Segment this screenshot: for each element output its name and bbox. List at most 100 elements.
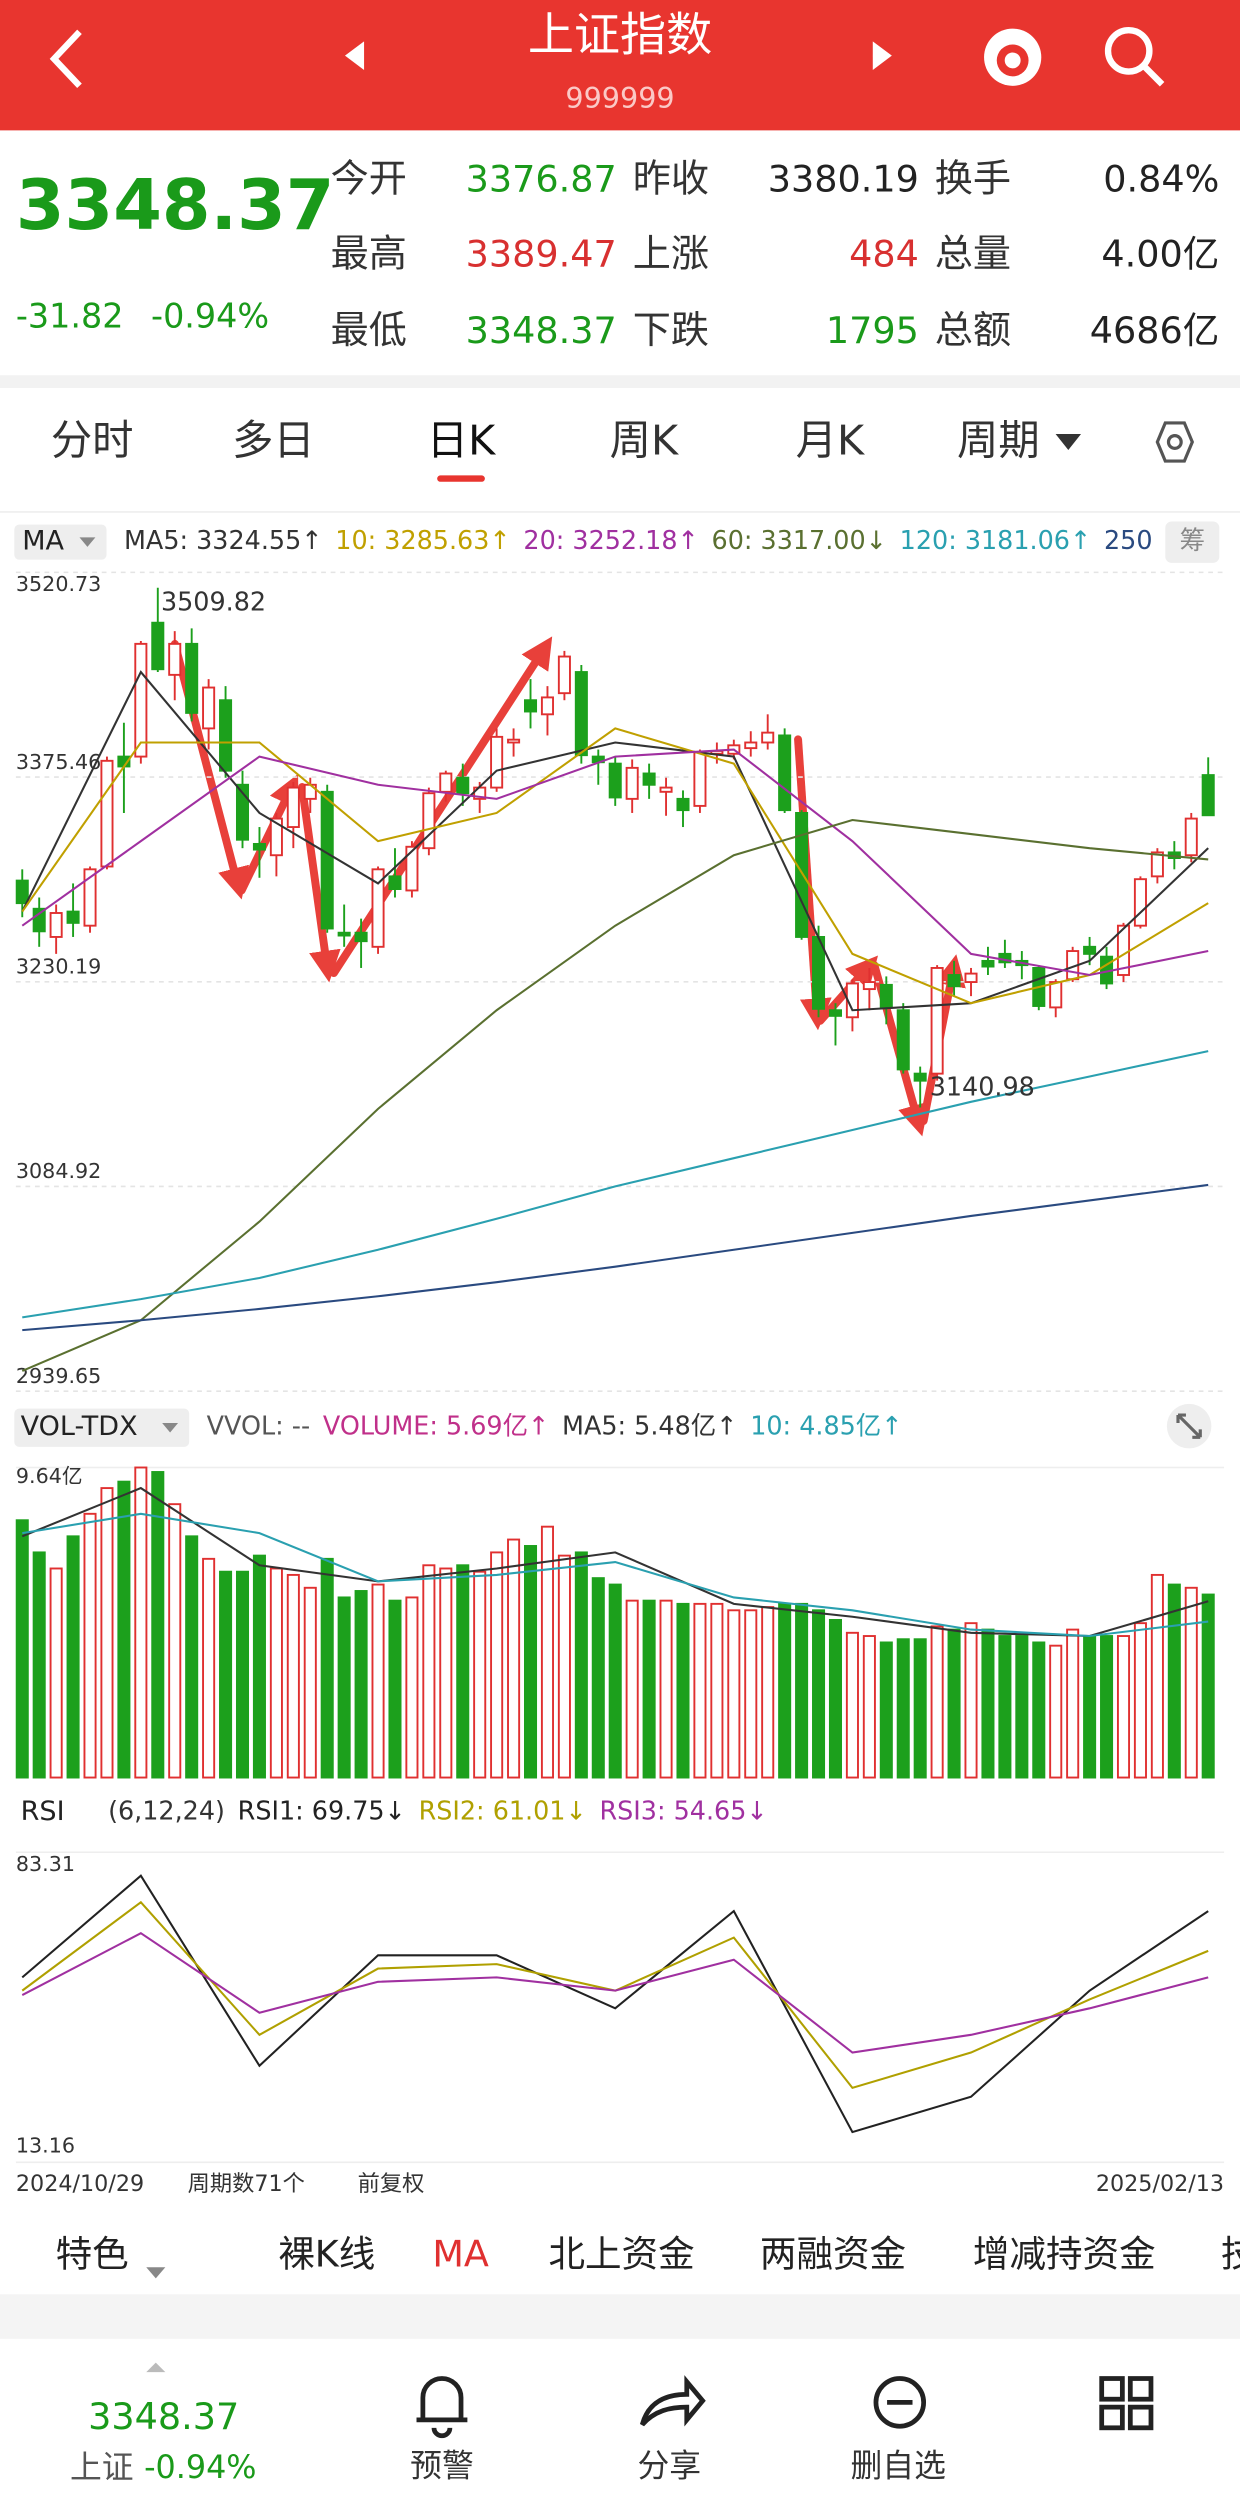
change: -31.82: [16, 296, 124, 335]
candle-body: [693, 751, 707, 807]
dropdown-icon: [79, 537, 96, 547]
prev-button[interactable]: [344, 41, 365, 70]
tab[interactable]: 周期: [957, 417, 1040, 465]
volume-bar: [981, 1628, 995, 1779]
volume-bar: [100, 1487, 114, 1779]
ma-legend: 10: 3285.63↑: [335, 525, 510, 555]
candle-body: [761, 731, 775, 744]
volume-bar: [1167, 1583, 1181, 1779]
price: 3348.37: [16, 165, 335, 246]
field-value: 3380.19: [768, 158, 919, 201]
title: 上证指数: [528, 8, 712, 62]
candle-body: [337, 931, 351, 937]
candle-body: [540, 696, 554, 716]
volume-bar: [879, 1641, 893, 1779]
volume-bar: [524, 1545, 538, 1779]
volume-bar: [845, 1631, 859, 1779]
mascot-icon[interactable]: [984, 28, 1042, 86]
vol-ma-line: [21, 1486, 1209, 1638]
volume-bar: [540, 1525, 554, 1779]
tab[interactable]: 分时: [51, 417, 134, 465]
tool-tab[interactable]: 两融资金: [760, 2233, 906, 2276]
volume-bar: [303, 1586, 317, 1779]
candle-body: [422, 792, 436, 850]
volume-bar: [1201, 1593, 1215, 1779]
back-button[interactable]: [49, 29, 82, 89]
divider: [0, 375, 1240, 388]
remove-icon[interactable]: [873, 2376, 927, 2429]
field-label: 换手: [935, 157, 1011, 201]
rsi-params: (6,12,24): [108, 1796, 225, 1826]
ma-line: [22, 1050, 1209, 1319]
tab[interactable]: 日K: [427, 417, 496, 465]
nav-label[interactable]: 预警: [410, 2448, 474, 2485]
rsi-legend: RSI3: 54.65↓: [600, 1796, 768, 1826]
bottom-pct: -0.94%: [144, 2449, 256, 2486]
field-value: 484: [849, 232, 919, 275]
candle-body: [235, 783, 250, 841]
volume-bar: [490, 1551, 504, 1779]
tool-tab[interactable]: MA: [432, 2233, 489, 2276]
tool-tab[interactable]: 裸K线: [278, 2233, 375, 2276]
candle-body: [219, 699, 233, 772]
volume-bar: [219, 1570, 233, 1779]
tab[interactable]: 多日: [232, 417, 315, 465]
volume-bar: [269, 1567, 283, 1779]
volume-bar: [507, 1538, 521, 1779]
bell-icon[interactable]: [416, 2376, 468, 2439]
settings-icon[interactable]: [1155, 421, 1195, 463]
vol-selector[interactable]: [14, 1408, 190, 1447]
search-icon[interactable]: [1104, 27, 1165, 87]
candle-body: [947, 974, 961, 988]
expand-arrow[interactable]: [146, 2362, 166, 2373]
candle-body: [659, 786, 673, 793]
tab[interactable]: 月K: [796, 417, 865, 465]
ma-legend: 20: 3252.18↑: [523, 525, 698, 555]
tool-tab[interactable]: 特色: [56, 2233, 129, 2276]
nav-label[interactable]: 分享: [638, 2448, 702, 2485]
tab-underline: [437, 475, 485, 482]
volume-bar: [151, 1471, 165, 1779]
volume-bar: [625, 1599, 639, 1779]
nav-label[interactable]: 删自选: [851, 2448, 946, 2485]
chip-button[interactable]: [1165, 521, 1220, 563]
volume-bar: [913, 1638, 927, 1779]
ma-selector[interactable]: [14, 524, 107, 560]
annotation-arrows: [170, 636, 966, 1137]
next-button[interactable]: [872, 41, 892, 70]
ma-line: [21, 670, 1209, 1012]
volume-bar: [185, 1535, 199, 1779]
candle-body: [269, 817, 283, 857]
volume-bar: [439, 1567, 453, 1779]
y-tick-label: 3230.19: [16, 954, 101, 978]
volume-bar: [388, 1599, 402, 1779]
tool-tab[interactable]: 增减持资金: [973, 2233, 1156, 2276]
tab[interactable]: 周K: [610, 417, 679, 465]
bottom-price: 3348.37: [88, 2395, 239, 2438]
volume-bar: [812, 1609, 826, 1779]
volume-bar: [83, 1512, 97, 1779]
ma-line: [21, 727, 1209, 1005]
candle-body: [371, 868, 385, 948]
high-label: 3509.82: [161, 587, 266, 617]
tool-tab[interactable]: 北上资金: [548, 2233, 694, 2276]
share-icon[interactable]: [639, 2375, 706, 2427]
grid-icon[interactable]: [1099, 2376, 1154, 2431]
volume-bar: [168, 1503, 182, 1779]
candle-body: [252, 842, 266, 851]
adjust: 前复权: [358, 2171, 425, 2197]
candle-body: [168, 642, 182, 676]
candle-body: [524, 699, 538, 713]
divider: [0, 2294, 1240, 2339]
volume-bar: [1100, 1635, 1114, 1779]
chip-label: 筹: [1180, 525, 1205, 555]
code: 999999: [565, 81, 674, 115]
candle-body: [490, 735, 504, 789]
candle-body: [83, 868, 97, 927]
candle-body: [879, 983, 893, 1009]
indicator-label: RSI: [21, 1796, 65, 1827]
candle-body: [100, 759, 114, 868]
tool-tab[interactable]: 技: [1221, 2233, 1240, 2276]
field-label: 下跌: [633, 308, 709, 352]
expand-icon[interactable]: [1166, 1403, 1212, 1449]
